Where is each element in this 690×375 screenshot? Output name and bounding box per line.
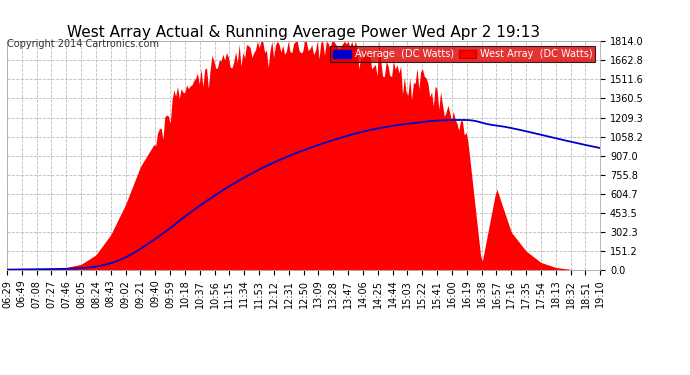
Title: West Array Actual & Running Average Power Wed Apr 2 19:13: West Array Actual & Running Average Powe… [67, 25, 540, 40]
Legend: Average  (DC Watts), West Array  (DC Watts): Average (DC Watts), West Array (DC Watts… [331, 46, 595, 62]
Text: Copyright 2014 Cartronics.com: Copyright 2014 Cartronics.com [7, 39, 159, 50]
